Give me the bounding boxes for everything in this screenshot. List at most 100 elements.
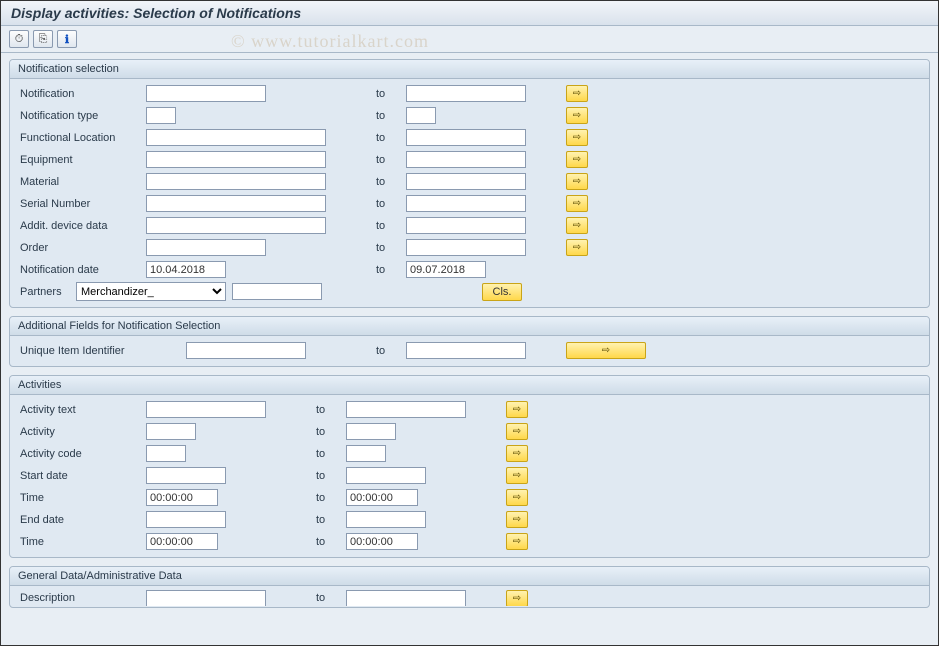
multi-select-button-wide[interactable]: ⇨ (566, 342, 646, 359)
serial-to-input[interactable] (406, 195, 526, 212)
notification-to-input[interactable] (406, 85, 526, 102)
multi-select-button[interactable]: ⇨ (566, 217, 588, 234)
equipment-from-input[interactable] (146, 151, 326, 168)
row-unique-item-identifier: Unique Item Identifier to ⇨ (16, 340, 923, 361)
activitytext-from-input[interactable] (146, 401, 266, 418)
page-title: Display activities: Selection of Notific… (1, 1, 938, 26)
info-icon: ℹ (65, 33, 69, 46)
enddate-to-input[interactable] (346, 511, 426, 528)
multi-select-button[interactable]: ⇨ (566, 107, 588, 124)
label-activity: Activity (16, 426, 146, 438)
execute-button[interactable]: ⏱ (9, 30, 29, 48)
material-from-input[interactable] (146, 173, 326, 190)
funcloc-to-input[interactable] (406, 129, 526, 146)
arrow-right-icon: ⇨ (573, 88, 581, 99)
multi-select-button[interactable]: ⇨ (506, 511, 528, 528)
startdate-to-input[interactable] (346, 467, 426, 484)
label-time2: Time (16, 536, 146, 548)
to-label: to (316, 492, 346, 504)
row-notification: Notification to ⇨ (16, 83, 923, 104)
partners-value-input[interactable] (232, 283, 322, 300)
label-material: Material (16, 176, 146, 188)
content-area: Notification selection Notification to ⇨… (1, 53, 938, 614)
multi-select-button[interactable]: ⇨ (566, 239, 588, 256)
to-label: to (316, 592, 346, 604)
info-button[interactable]: ℹ (57, 30, 77, 48)
row-equipment: Equipment to ⇨ (16, 149, 923, 170)
enddate-from-input[interactable] (146, 511, 226, 528)
funcloc-from-input[interactable] (146, 129, 326, 146)
to-label: to (316, 470, 346, 482)
serial-from-input[interactable] (146, 195, 326, 212)
row-time2: Time to ⇨ (16, 531, 923, 552)
label-order: Order (16, 242, 146, 254)
label-end-date: End date (16, 514, 146, 526)
activity-from-input[interactable] (146, 423, 196, 440)
time2-from-input[interactable] (146, 533, 218, 550)
uii-from-input[interactable] (186, 342, 306, 359)
row-partners: Partners Merchandizer_ Cls. (16, 281, 923, 302)
to-label: to (376, 242, 406, 254)
to-label: to (376, 176, 406, 188)
row-description: Description to ⇨ (16, 590, 923, 606)
group-header: Additional Fields for Notification Selec… (10, 317, 929, 336)
multi-select-button[interactable]: ⇨ (506, 590, 528, 606)
notifdate-from-input[interactable] (146, 261, 226, 278)
to-label: to (316, 404, 346, 416)
row-activity-code: Activity code to ⇨ (16, 443, 923, 464)
arrow-right-icon: ⇨ (602, 345, 610, 356)
multi-select-button[interactable]: ⇨ (566, 151, 588, 168)
startdate-from-input[interactable] (146, 467, 226, 484)
multi-select-button[interactable]: ⇨ (566, 85, 588, 102)
cls-button[interactable]: Cls. (482, 283, 522, 301)
arrow-right-icon: ⇨ (573, 132, 581, 143)
time1-to-input[interactable] (346, 489, 418, 506)
to-label: to (316, 426, 346, 438)
arrow-right-icon: ⇨ (573, 154, 581, 165)
notification-from-input[interactable] (146, 85, 266, 102)
description-from-input[interactable] (146, 590, 266, 606)
copy-icon: ⎘ (39, 33, 48, 46)
row-serial-number: Serial Number to ⇨ (16, 193, 923, 214)
order-to-input[interactable] (406, 239, 526, 256)
label-activity-text: Activity text (16, 404, 146, 416)
variant-button[interactable]: ⎘ (33, 30, 53, 48)
label-uii: Unique Item Identifier (16, 345, 186, 357)
multi-select-button[interactable]: ⇨ (506, 401, 528, 418)
notification-type-to-input[interactable] (406, 107, 436, 124)
row-start-date: Start date to ⇨ (16, 465, 923, 486)
multi-select-button[interactable]: ⇨ (506, 445, 528, 462)
notifdate-to-input[interactable] (406, 261, 486, 278)
activitycode-to-input[interactable] (346, 445, 386, 462)
partners-select[interactable]: Merchandizer_ (76, 282, 226, 301)
order-from-input[interactable] (146, 239, 266, 256)
time1-from-input[interactable] (146, 489, 218, 506)
equipment-to-input[interactable] (406, 151, 526, 168)
to-label: to (316, 514, 346, 526)
activity-to-input[interactable] (346, 423, 396, 440)
material-to-input[interactable] (406, 173, 526, 190)
to-label: to (376, 198, 406, 210)
description-to-input[interactable] (346, 590, 466, 606)
notification-type-from-input[interactable] (146, 107, 176, 124)
multi-select-button[interactable]: ⇨ (566, 195, 588, 212)
row-end-date: End date to ⇨ (16, 509, 923, 530)
to-label: to (376, 220, 406, 232)
additdevice-from-input[interactable] (146, 217, 326, 234)
additdevice-to-input[interactable] (406, 217, 526, 234)
uii-to-input[interactable] (406, 342, 526, 359)
multi-select-button[interactable]: ⇨ (506, 533, 528, 550)
to-label: to (376, 88, 406, 100)
activitycode-from-input[interactable] (146, 445, 186, 462)
time2-to-input[interactable] (346, 533, 418, 550)
group-header: General Data/Administrative Data (10, 567, 929, 586)
multi-select-button[interactable]: ⇨ (506, 467, 528, 484)
multi-select-button[interactable]: ⇨ (566, 129, 588, 146)
activitytext-to-input[interactable] (346, 401, 466, 418)
multi-select-button[interactable]: ⇨ (506, 489, 528, 506)
multi-select-button[interactable]: ⇨ (566, 173, 588, 190)
label-addit-device: Addit. device data (16, 220, 146, 232)
multi-select-button[interactable]: ⇨ (506, 423, 528, 440)
row-time1: Time to ⇨ (16, 487, 923, 508)
row-order: Order to ⇨ (16, 237, 923, 258)
